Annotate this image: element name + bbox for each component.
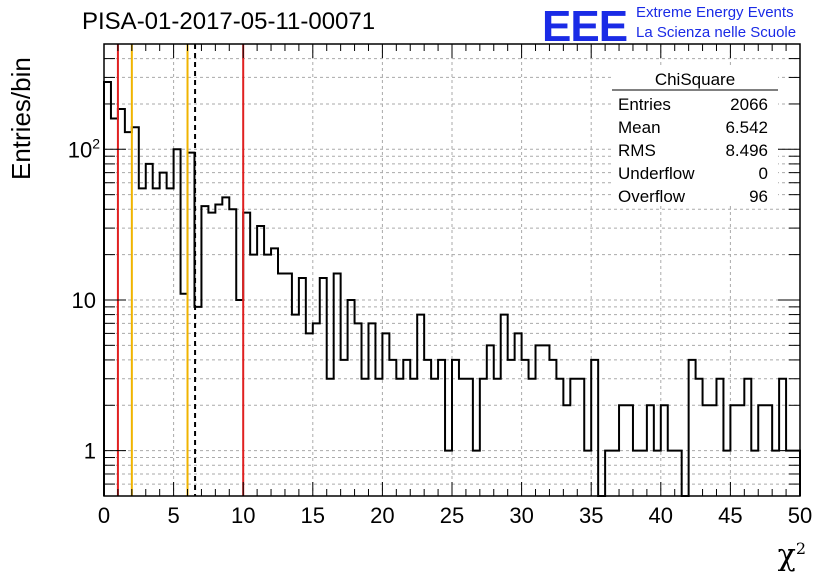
stats-label: Entries (618, 95, 671, 114)
stats-value: 0 (759, 164, 768, 183)
x-tick-label: 5 (167, 503, 179, 528)
x-tick-label: 50 (788, 503, 812, 528)
histogram-series (103, 80, 801, 497)
stats-label: Underflow (618, 164, 695, 183)
x-tick-label: 15 (301, 503, 325, 528)
x-axis-label: χ2 (778, 538, 806, 573)
stats-value: 96 (749, 187, 768, 206)
x-tick-label: 40 (649, 503, 673, 528)
stats-value: 2066 (730, 95, 768, 114)
y-tick-label: 102 (68, 135, 100, 162)
run-title: PISA-01-2017-05-11-00071 (82, 8, 376, 35)
y-tick-label: 1 (84, 439, 96, 464)
x-tick-label: 10 (231, 503, 255, 528)
x-tick-label: 45 (718, 503, 742, 528)
x-axis-label-superscript: 2 (795, 539, 806, 558)
x-tick-label: 0 (98, 503, 110, 528)
stats-title: ChiSquare (655, 70, 735, 89)
stats-value: 6.542 (725, 118, 768, 137)
stats-label: RMS (618, 141, 656, 160)
logo-line-2: La Scienza nelle Scuole (636, 24, 797, 41)
stats-label: Overflow (618, 187, 686, 206)
x-tick-label: 25 (440, 503, 464, 528)
y-tick-label: 10 (72, 288, 96, 313)
stats-box (612, 66, 778, 206)
x-tick-label: 35 (579, 503, 603, 528)
eee-logo: EEE (542, 2, 628, 51)
stats-value: 8.496 (725, 141, 768, 160)
x-axis-label-symbol: χ (777, 538, 796, 573)
stats-label: Mean (618, 118, 661, 137)
y-axis-label: Entries/bin (6, 57, 36, 180)
x-tick-label: 20 (370, 503, 394, 528)
logo-line-1: Extreme Energy Events (636, 4, 794, 21)
x-tick-label: 30 (509, 503, 533, 528)
